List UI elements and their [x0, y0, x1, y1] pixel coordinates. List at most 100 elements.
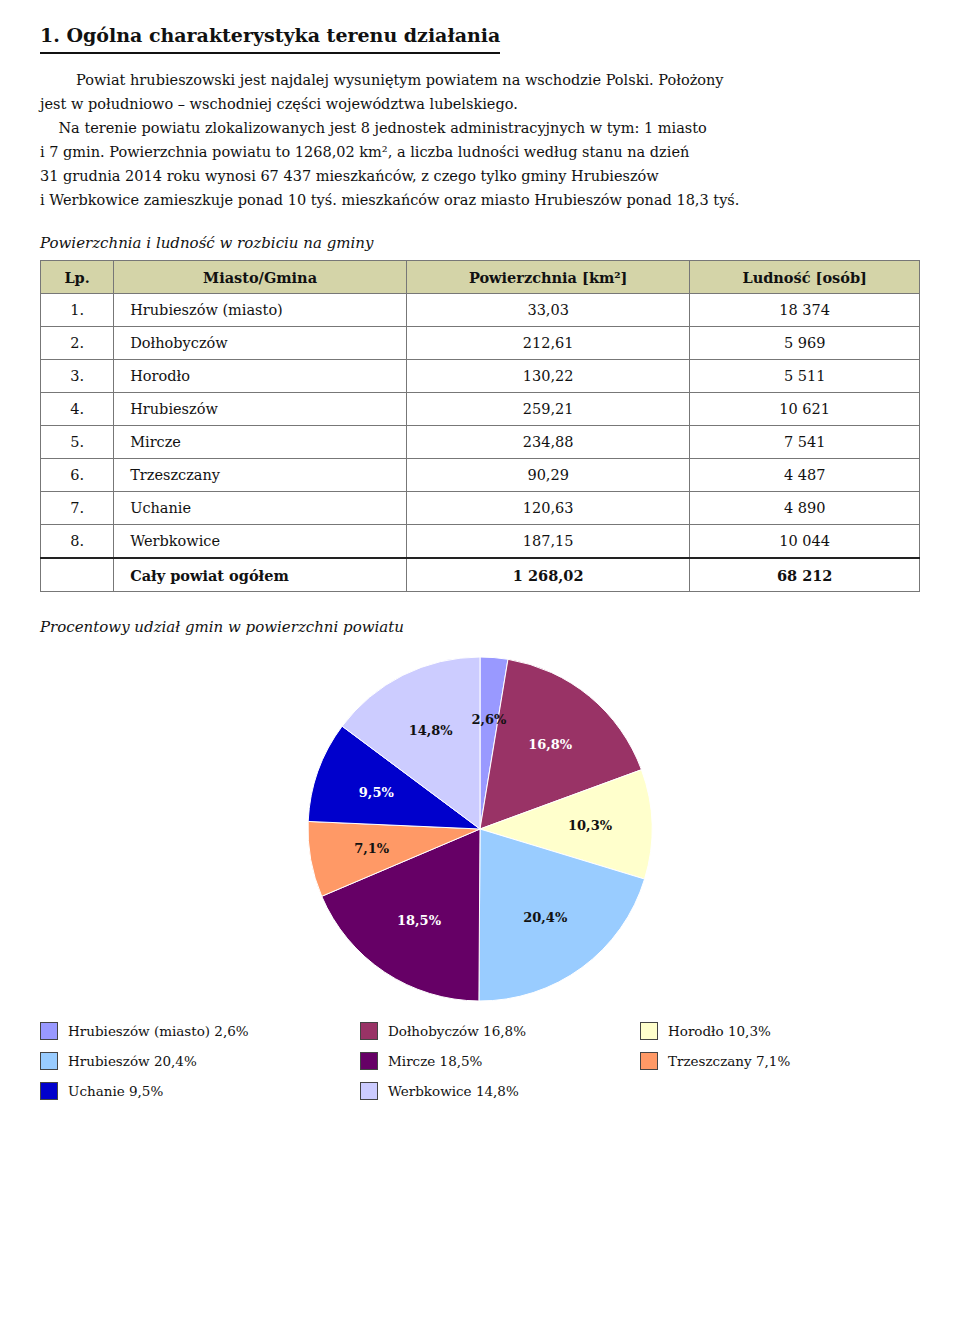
- table-cell: 5.: [41, 426, 114, 459]
- data-label: 10,3%: [568, 818, 613, 833]
- legend: Hrubieszów (miasto) 2,6% Dołhobyczów 16,8…: [40, 1022, 920, 1100]
- pie-chart: 2,6%16,8%10,3%20,4%18,5%7,1%9,5%14,8%: [270, 644, 690, 1014]
- legend-item: Werbkowice 14,8%: [360, 1082, 640, 1100]
- header-cell: Ludność [osób]: [690, 261, 920, 294]
- table-row: 6.Trzeszczany90,294 487: [41, 459, 920, 492]
- table-cell: 2.: [41, 327, 114, 360]
- empty-cell: [41, 558, 114, 592]
- paragraph-line: Powiat hrubieszowski jest najdalej wysun…: [40, 68, 920, 92]
- table-cell: Mircze: [114, 426, 407, 459]
- table-row: 3.Horodło130,225 511: [41, 360, 920, 393]
- legend-item: Uchanie 9,5%: [40, 1082, 360, 1100]
- pie-slice: [308, 821, 480, 896]
- data-labels: 2,6%16,8%10,3%20,4%18,5%7,1%9,5%14,8%: [354, 712, 613, 928]
- paragraph-line: 31 grudnia 2014 roku wynosi 67 437 miesz…: [40, 164, 920, 188]
- pie-wrap: 2,6%16,8%10,3%20,4%18,5%7,1%9,5%14,8%: [40, 644, 920, 1014]
- table-cell: 18 374: [690, 294, 920, 327]
- table-cell: 90,29: [406, 459, 689, 492]
- table-row: 2.Dołhobyczów212,615 969: [41, 327, 920, 360]
- data-label: 2,6%: [471, 712, 507, 727]
- table-cell: 5 969: [690, 327, 920, 360]
- page: 1. Ogólna charakterystyka terenu działan…: [40, 0, 920, 1100]
- table-row: 7.Uchanie120,634 890: [41, 492, 920, 525]
- legend-label: Hrubieszów 20,4%: [68, 1053, 197, 1069]
- table-cell: 10 621: [690, 393, 920, 426]
- paragraph-line: i Werbkowice zamieszkuje ponad 10 tyś. m…: [40, 188, 920, 212]
- data-label: 14,8%: [409, 723, 454, 738]
- table-row: 1.Hrubieszów (miasto)33,0318 374: [41, 294, 920, 327]
- table: Lp.Miasto/GminaPowierzchnia [km²]Ludność…: [40, 260, 920, 592]
- legend-swatch: [360, 1052, 378, 1070]
- paragraph-line: jest w południowo – wschodniej części wo…: [40, 92, 920, 116]
- table-cell: 6.: [41, 459, 114, 492]
- table-cell: 8.: [41, 525, 114, 559]
- legend-swatch: [360, 1022, 378, 1040]
- header-row: Lp.Miasto/GminaPowierzchnia [km²]Ludność…: [41, 261, 920, 294]
- paragraph-line: Na terenie powiatu zlokalizowanych jest …: [40, 116, 920, 140]
- table-cell: 4.: [41, 393, 114, 426]
- data-label: 7,1%: [354, 841, 390, 856]
- table-cell: 68 212: [690, 558, 920, 592]
- table-cell: 234,88: [406, 426, 689, 459]
- footer-row: Cały powiat ogółem1 268,0268 212: [41, 558, 920, 592]
- table-cell: Uchanie: [114, 492, 407, 525]
- table-row: 5.Mircze234,887 541: [41, 426, 920, 459]
- legend-swatch: [640, 1052, 658, 1070]
- table-cell: 3.: [41, 360, 114, 393]
- table-cell: Cały powiat ogółem: [114, 558, 407, 592]
- legend-item: Hrubieszów (miasto) 2,6%: [40, 1022, 360, 1040]
- legend-label: Uchanie 9,5%: [68, 1083, 163, 1099]
- table-cell: 4 487: [690, 459, 920, 492]
- table-cell: 10 044: [690, 525, 920, 559]
- text-body: Powiat hrubieszowski jest najdalej wysun…: [40, 68, 920, 212]
- data-label: 9,5%: [359, 785, 395, 800]
- table-row: 8.Werbkowice187,1510 044: [41, 525, 920, 559]
- table-cell: 4 890: [690, 492, 920, 525]
- table-body: 1.Hrubieszów (miasto)33,0318 3742.Dołhob…: [41, 294, 920, 592]
- legend-swatch: [40, 1052, 58, 1070]
- data-label: 16,8%: [528, 737, 573, 752]
- legend-item: Mircze 18,5%: [360, 1052, 640, 1070]
- legend-item: Trzeszczany 7,1%: [640, 1052, 880, 1070]
- legend-label: Trzeszczany 7,1%: [668, 1053, 790, 1069]
- table-cell: 130,22: [406, 360, 689, 393]
- legend-label: Horodło 10,3%: [668, 1023, 771, 1039]
- legend-swatch: [40, 1082, 58, 1100]
- legend-item: Hrubieszów 20,4%: [40, 1052, 360, 1070]
- legend-swatch: [40, 1022, 58, 1040]
- table-cell: Dołhobyczów: [114, 327, 407, 360]
- table-cell: 187,15: [406, 525, 689, 559]
- table-cell: 5 511: [690, 360, 920, 393]
- title: 1. Ogólna charakterystyka terenu działan…: [40, 24, 500, 54]
- pie-slice: [342, 657, 480, 829]
- table-cell: Werbkowice: [114, 525, 407, 559]
- table-row: 4.Hrubieszów259,2110 621: [41, 393, 920, 426]
- table-cell: Hrubieszów: [114, 393, 407, 426]
- table-cell: 212,61: [406, 327, 689, 360]
- table-cell: 259,21: [406, 393, 689, 426]
- header-cell: Miasto/Gmina: [114, 261, 407, 294]
- legend-item: Horodło 10,3%: [640, 1022, 880, 1040]
- table-cell: 120,63: [406, 492, 689, 525]
- table-title: Powierzchnia i ludność w rozbiciu na gmi…: [40, 234, 920, 252]
- paragraph-line: i 7 gmin. Powierzchnia powiatu to 1268,0…: [40, 140, 920, 164]
- legend-label: Mircze 18,5%: [388, 1053, 482, 1069]
- legend-label: Werbkowice 14,8%: [388, 1083, 519, 1099]
- table-cell: 7.: [41, 492, 114, 525]
- table-cell: Trzeszczany: [114, 459, 407, 492]
- legend-item: Dołhobyczów 16,8%: [360, 1022, 640, 1040]
- table-cell: Horodło: [114, 360, 407, 393]
- legend-label: Dołhobyczów 16,8%: [388, 1023, 526, 1039]
- table-cell: Hrubieszów (miasto): [114, 294, 407, 327]
- pie-title: Procentowy udział gmin w powierzchni pow…: [40, 618, 920, 636]
- legend-label: Hrubieszów (miasto) 2,6%: [68, 1023, 249, 1039]
- table-cell: 33,03: [406, 294, 689, 327]
- table-head: Lp.Miasto/GminaPowierzchnia [km²]Ludność…: [41, 261, 920, 294]
- legend-swatch: [360, 1082, 378, 1100]
- table-cell: 1 268,02: [406, 558, 689, 592]
- header-cell: Powierzchnia [km²]: [406, 261, 689, 294]
- header-cell: Lp.: [41, 261, 114, 294]
- pie-slice: [479, 829, 645, 1001]
- table-cell: 7 541: [690, 426, 920, 459]
- data-label: 20,4%: [523, 910, 568, 925]
